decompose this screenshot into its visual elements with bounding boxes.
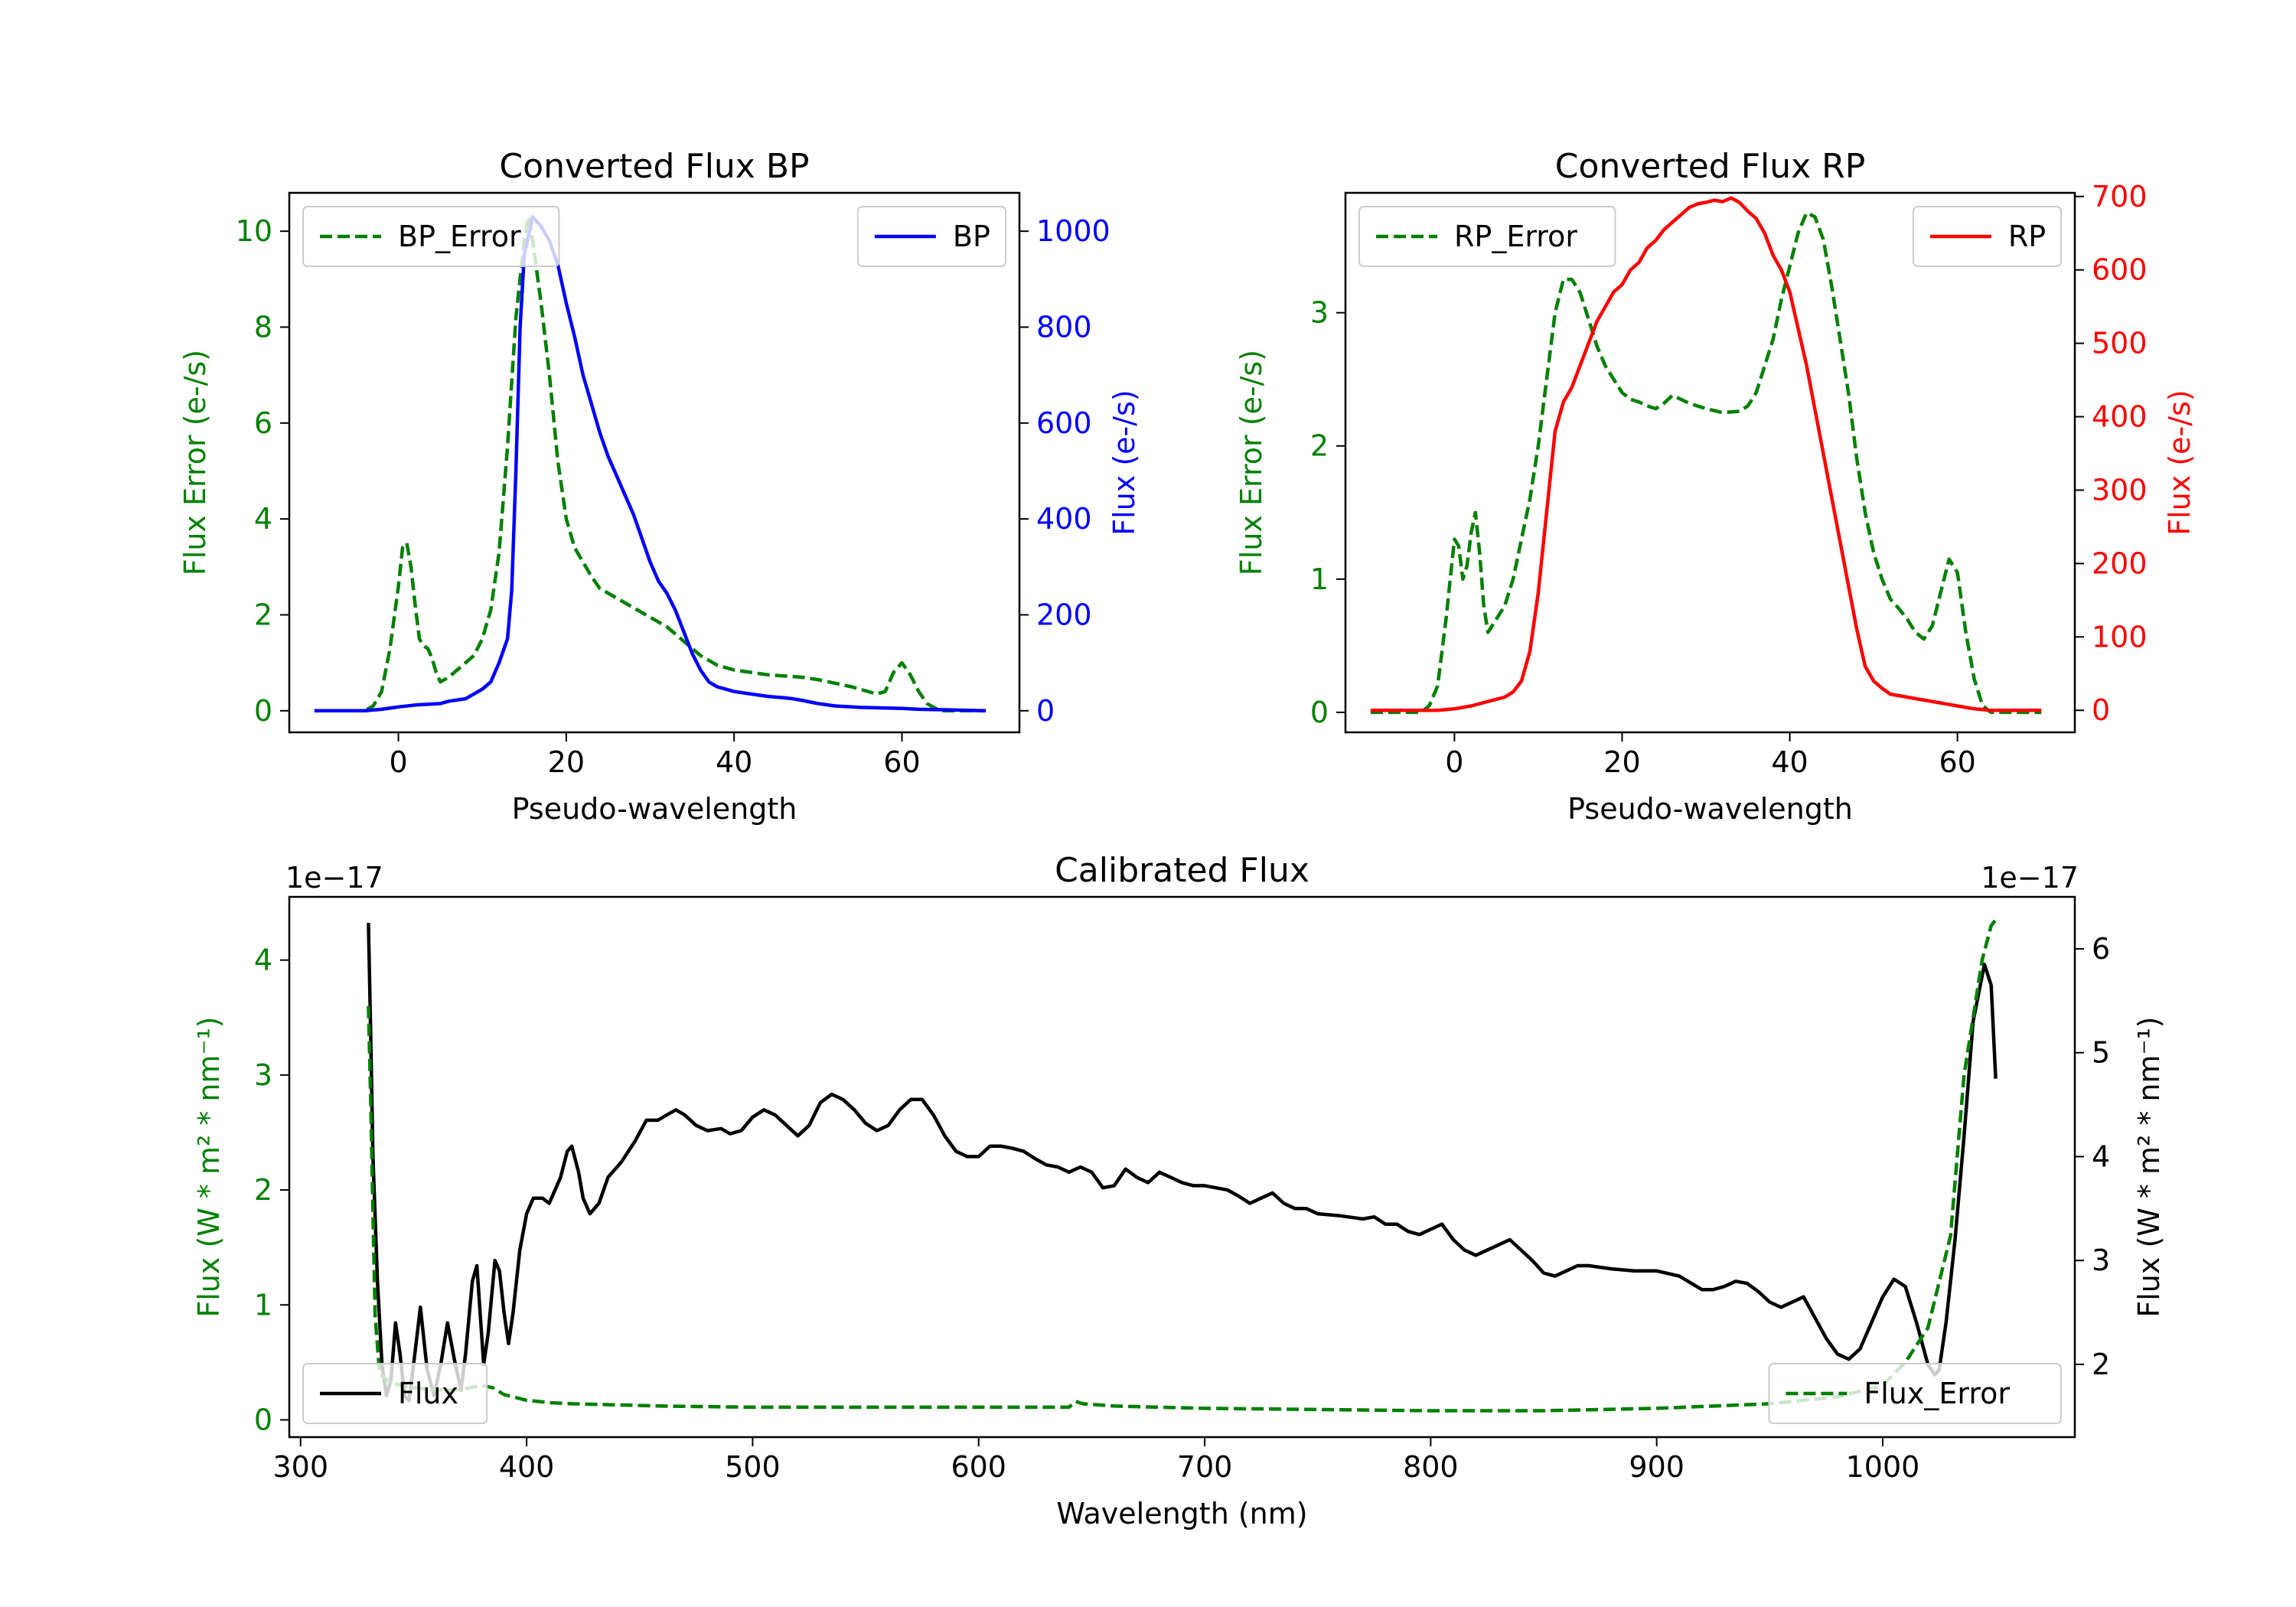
rp-legend-box: [1358, 206, 1616, 267]
bp-x-tick-label: 20: [548, 745, 585, 779]
calibrated-legend-box: [302, 1363, 488, 1424]
calibrated-x-tick-label: 700: [1177, 1450, 1233, 1484]
calibrated-left-y-tick-label: 1: [254, 1288, 272, 1322]
bp-right-y-tick-label: 200: [1036, 598, 1092, 631]
calibrated-right-y-tick-label: 6: [2092, 932, 2110, 966]
rp-right-y-tick-label: 100: [2092, 620, 2148, 654]
rp-x-tick-label: 40: [1771, 745, 1808, 779]
calibrated-series-flux-line: [367, 922, 1998, 1403]
bp-left-y-tick-label: 6: [254, 406, 272, 440]
calibrated-right-y-tick-label: 4: [2092, 1139, 2110, 1173]
bp-left-y-tick-label: 10: [236, 214, 272, 248]
bp-series-bp-line: [314, 215, 987, 713]
calibrated-x-tick-label: 900: [1629, 1450, 1684, 1484]
rp-series-rp-line: [1370, 196, 2042, 712]
rp-left-y-tick-label: 0: [1310, 696, 1329, 729]
rp-right-y-tick-label: 400: [2092, 400, 2148, 434]
bp-left-y-tick-label: 0: [254, 694, 272, 728]
calibrated-x-tick-label: 1000: [1846, 1450, 1920, 1484]
rp-right-y-tick-label: 500: [2092, 327, 2148, 360]
calibrated-x-tick-label: 300: [273, 1450, 329, 1484]
calibrated-right-y-tick-label: 3: [2092, 1244, 2110, 1277]
rp-plot-frame: [1344, 191, 2076, 734]
bp-legend-box: [302, 206, 560, 267]
bp-legend-label: BP: [953, 220, 990, 253]
rp-series-rp-error-line: [1370, 210, 2042, 715]
bp-left-y-tick-label: 8: [254, 310, 272, 344]
bp-x-axis-label: Pseudo-wavelength: [512, 792, 797, 826]
calibrated-x-axis-label: Wavelength (nm): [1056, 1497, 1307, 1530]
calibrated-chart-title: Calibrated Flux: [1055, 851, 1309, 890]
rp-left-y-tick-label: 3: [1310, 296, 1329, 330]
bp-chart-panel: 0 20 40 60024681002004006008001000Converted…: [178, 147, 1141, 826]
rp-legend-label: RP_Error: [1454, 220, 1577, 253]
bp-right-y-tick-label: 400: [1036, 502, 1092, 536]
bp-right-y-tick-label: 600: [1036, 406, 1092, 440]
rp-right-y-tick-label: 700: [2092, 180, 2148, 214]
bp-x-tick-label: 60: [883, 745, 920, 779]
calibrated-left-y-tick-label: 2: [254, 1173, 272, 1207]
bp-legend-label: BP_Error: [398, 220, 521, 253]
calibrated-right-y-tick-label: 5: [2092, 1036, 2110, 1070]
calibrated-left-y-tick-label: 4: [254, 944, 272, 977]
calibrated-left-y-axis-label: Flux (W * m² * nm⁻¹): [192, 1016, 226, 1317]
calibrated-plot-frame: [288, 895, 2076, 1439]
rp-left-y-axis-label: Flux Error (e-/s): [1234, 350, 1268, 575]
rp-legend-upper-right: RP: [1912, 206, 2062, 267]
bp-series-bp-error-line: [314, 215, 987, 713]
rp-chart-title: Converted Flux RP: [1555, 147, 1866, 186]
calibrated-legend-lower-left: Flux: [302, 1363, 488, 1424]
bp-left-y-tick-label: 2: [254, 598, 272, 631]
bp-right-y-axis-label: Flux (e-/s): [1107, 390, 1141, 535]
rp-legend-upper-left: RP_Error: [1358, 206, 1616, 267]
rp-x-tick-label: 20: [1603, 745, 1640, 779]
rp-x-tick-label: 60: [1939, 745, 1975, 779]
calibrated-left-y-tick-label: 0: [254, 1403, 272, 1436]
bp-left-y-axis-label: Flux Error (e-/s): [178, 350, 212, 575]
rp-left-y-tick-label: 2: [1310, 429, 1329, 463]
calibrated-legend-label: Flux: [398, 1377, 458, 1410]
bp-right-y-tick-label: 1000: [1036, 214, 1110, 248]
bp-legend-upper-right: BP: [856, 206, 1006, 267]
calibrated-left-y-tick-label: 3: [254, 1058, 272, 1092]
bp-right-y-tick-label: 0: [1036, 694, 1055, 728]
calibrated-legend-label: Flux_Error: [1864, 1377, 2010, 1410]
bp-x-tick-label: 0: [389, 745, 407, 779]
rp-left-y-tick-label: 1: [1310, 562, 1329, 596]
rp-right-y-tick-label: 300: [2092, 473, 2148, 507]
rp-x-tick-label: 0: [1445, 745, 1463, 779]
calibrated-x-tick-label: 800: [1403, 1450, 1459, 1484]
calibrated-legend-lower-right: Flux_Error: [1768, 1363, 2062, 1424]
calibrated-x-tick-label: 500: [725, 1450, 781, 1484]
calibrated-chart-panel: 300 400 500 600 700 800 900 1000 0 1 2 3 4 2 3 4 5 6 Calib…: [192, 851, 2166, 1530]
bp-right-y-tick-label: 800: [1036, 310, 1092, 344]
calibrated-x-tick-label: 400: [499, 1450, 555, 1484]
bp-plot-frame: [288, 191, 1021, 734]
rp-legend-label: RP: [2008, 220, 2046, 253]
rp-chart-panel: 0 20 40 6001230100200300400500600700Convert…: [1234, 147, 2197, 826]
calibrated-x-tick-label: 600: [951, 1450, 1006, 1484]
rp-right-y-axis-label: Flux (e-/s): [2163, 390, 2197, 535]
rp-right-y-tick-label: 200: [2092, 546, 2148, 580]
rp-right-y-tick-label: 600: [2092, 253, 2148, 287]
rp-right-y-tick-label: 0: [2092, 693, 2110, 727]
bp-x-tick-label: 40: [716, 745, 752, 779]
bp-left-y-tick-label: 4: [254, 502, 272, 536]
calibrated-right-y-tick-label: 2: [2092, 1348, 2110, 1381]
calibrated-legend-box: [1768, 1363, 2062, 1424]
bp-legend-upper-left: BP_Error: [302, 206, 560, 267]
calibrated-right-offset-text: 1e−17: [1981, 861, 2079, 895]
calibrated-right-y-axis-label: Flux (W * m² * nm⁻¹): [2132, 1016, 2166, 1317]
rp-x-axis-label: Pseudo-wavelength: [1567, 792, 1853, 826]
calibrated-left-offset-text: 1e−17: [285, 861, 383, 895]
bp-chart-title: Converted Flux BP: [499, 147, 809, 186]
